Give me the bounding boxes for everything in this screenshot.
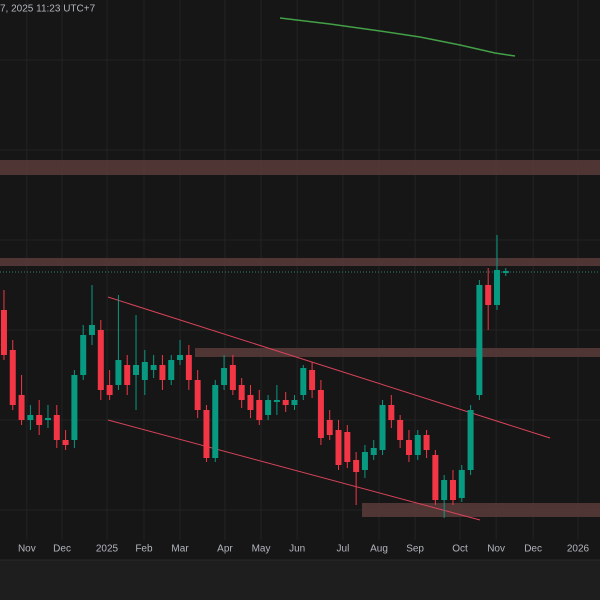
candle-body [115,360,122,385]
candles [0,235,509,518]
candle-body [203,410,210,458]
x-tick-label: Mar [171,544,189,555]
candle-body [423,435,430,450]
candle-body [212,385,219,458]
candle-body [133,365,140,375]
x-axis-band [0,540,600,560]
candle-body [97,330,104,390]
candle-body [44,418,51,420]
moving-average [279,17,516,57]
candle-body [159,365,166,380]
zone [0,258,600,266]
candle-body [265,400,272,415]
x-tick-label: 2026 [567,544,590,555]
zone [362,503,600,517]
x-tick-label: Aug [370,544,388,555]
candle-body [185,355,192,380]
candle-body [221,368,228,385]
candle-body [432,455,439,500]
candle-body [493,270,500,305]
candle-body [238,385,245,400]
x-tick-label: Oct [452,544,468,555]
candle-body [256,400,263,420]
channel-line [107,296,551,439]
candle-body [476,285,483,395]
x-tick-label: Apr [217,544,233,555]
x-tick-label: Jun [289,544,305,555]
candle-body [106,385,113,395]
candle-body [36,415,43,425]
x-tick-label: Sep [406,544,424,555]
x-tick-label: 2025 [96,544,119,555]
candle-body [53,415,60,440]
candle-body [353,460,360,472]
candle-body [27,415,34,420]
x-tick-label: Nov [487,544,505,555]
candle-body [405,440,412,455]
candle-body [397,420,404,440]
header: 7, 2025 11:23 UTC+7 [0,4,96,15]
candle-body [458,470,465,498]
candle-body [449,480,456,500]
candle-body [441,480,448,500]
candle-body [414,435,421,455]
candle-body [150,365,157,370]
zone [195,348,600,357]
candle-body [9,350,16,405]
x-tick-label: May [252,544,271,555]
candle-body [326,420,333,435]
candle-body [89,325,96,335]
candle-body [194,380,201,410]
candle-body [317,390,324,438]
candle-body [141,362,148,380]
x-tick-label: Dec [53,544,71,555]
x-tick-label: Feb [135,544,153,555]
x-tick-label: Dec [524,544,542,555]
candle-body [361,452,368,470]
candle-body [379,405,386,450]
candle-body [309,370,316,390]
zone [0,160,600,175]
candle-body [300,368,307,395]
candle-body [335,430,342,465]
x-tick-label: Jul [337,544,350,555]
candle-body [467,410,474,470]
candle-body [229,365,236,390]
candle-body [344,432,351,462]
candle-body [124,365,131,385]
candle-body [168,360,175,380]
candle-body [62,440,69,445]
candle-body [485,285,492,305]
bottom-panel [0,560,600,600]
candle-body [291,400,298,405]
candle-body [370,448,377,455]
candle-body [0,310,7,355]
candle-body [177,355,184,360]
candle-body [388,405,395,420]
candle-body [273,400,280,402]
candle-body [80,335,87,375]
channel-line [107,419,481,521]
x-tick-label: Nov [18,544,36,555]
candle-body [18,395,25,420]
candle-body [282,400,289,405]
candle-body [71,375,78,440]
candle-body [502,271,509,273]
candle-body [247,395,254,410]
